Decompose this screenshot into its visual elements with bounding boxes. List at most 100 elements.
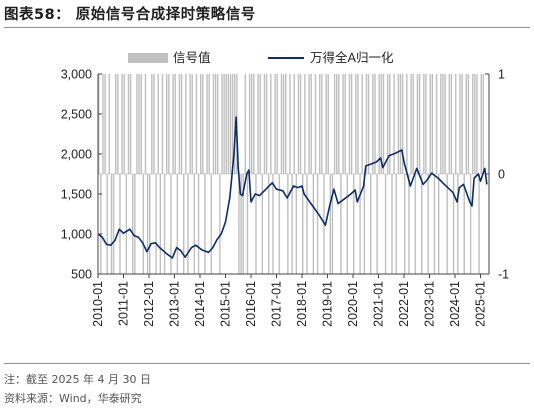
signal-bar bbox=[401, 74, 404, 174]
signal-bars bbox=[98, 74, 485, 274]
legend-index-label: 万得全A归一化 bbox=[310, 50, 394, 65]
signal-bar bbox=[367, 74, 370, 174]
signal-bar bbox=[414, 174, 417, 274]
signal-bar bbox=[161, 74, 164, 174]
signal-bar bbox=[435, 74, 438, 174]
signal-bar bbox=[138, 74, 140, 174]
signal-bar bbox=[142, 174, 145, 274]
signal-bar bbox=[183, 174, 185, 274]
signal-bar bbox=[251, 74, 253, 174]
signal-bar bbox=[344, 74, 346, 174]
source-note: 资料来源：Wind，华泰研究 bbox=[4, 392, 142, 405]
right-tick-label: 0 bbox=[498, 168, 505, 182]
signal-bar bbox=[280, 74, 283, 174]
signal-bar bbox=[134, 174, 136, 274]
signal-bar bbox=[272, 174, 274, 274]
signal-bar bbox=[187, 174, 189, 274]
signal-bar bbox=[404, 174, 406, 274]
signal-bar bbox=[117, 74, 119, 174]
signal-bar bbox=[265, 74, 268, 174]
signal-bar bbox=[98, 74, 100, 174]
x-tick-label: 2020-01 bbox=[346, 281, 360, 327]
signal-bar bbox=[287, 174, 289, 274]
signal-bar bbox=[457, 174, 459, 274]
signal-bar bbox=[423, 74, 425, 174]
signal-bar bbox=[333, 74, 336, 174]
footnote: 注：截至 2025 年 4 月 30 日 bbox=[4, 373, 151, 386]
signal-bar bbox=[406, 74, 408, 174]
signal-bar bbox=[257, 74, 259, 174]
signal-bar bbox=[110, 174, 113, 274]
signal-bar bbox=[350, 74, 353, 174]
left-tick-label: 2,000 bbox=[61, 148, 92, 162]
signal-bar bbox=[469, 174, 472, 274]
signal-bar bbox=[170, 174, 172, 274]
signal-bar bbox=[155, 174, 157, 274]
signal-bar bbox=[387, 74, 389, 174]
signal-bar bbox=[229, 74, 232, 174]
left-tick-label: 500 bbox=[71, 268, 92, 282]
signal-bar bbox=[127, 74, 130, 174]
signal-bar bbox=[359, 174, 361, 274]
signal-bar bbox=[476, 74, 478, 174]
legend-signal-label: 信号值 bbox=[173, 50, 211, 65]
signal-bar bbox=[168, 74, 170, 174]
signal-bar bbox=[234, 74, 236, 174]
signal-bar bbox=[108, 74, 111, 174]
signal-bar bbox=[157, 74, 159, 174]
signal-bar bbox=[274, 74, 276, 174]
timing-signal-chart: 500 1,000 1,500 2,000 2,500 3,000 -1 0 1 2010-01 2… bbox=[61, 50, 509, 327]
signal-bar bbox=[376, 174, 378, 274]
signal-bar bbox=[227, 74, 230, 174]
signal-bar bbox=[391, 174, 393, 274]
signal-bar bbox=[144, 74, 147, 174]
signal-bar bbox=[176, 174, 179, 274]
signal-bar bbox=[202, 74, 204, 174]
signal-bar bbox=[238, 174, 240, 274]
signal-bar bbox=[331, 174, 334, 274]
signal-bar bbox=[389, 74, 391, 174]
signal-bar bbox=[299, 74, 302, 174]
x-tick-label: 2017-01 bbox=[270, 281, 284, 327]
signal-bar bbox=[100, 174, 102, 274]
signal-bar bbox=[448, 74, 451, 174]
signal-bar bbox=[278, 174, 281, 274]
x-tick-label: 2015-01 bbox=[219, 281, 233, 327]
signal-bar bbox=[472, 74, 474, 174]
signal-bar bbox=[455, 74, 457, 174]
signal-bar bbox=[289, 74, 291, 174]
signal-bar bbox=[378, 74, 380, 174]
signal-bar bbox=[221, 74, 223, 174]
signal-bar bbox=[102, 74, 104, 174]
signal-bar bbox=[219, 174, 221, 274]
x-tick-label: 2014-01 bbox=[193, 281, 207, 327]
signal-bar bbox=[276, 74, 278, 174]
signal-bar bbox=[104, 74, 106, 174]
signal-bar bbox=[412, 74, 414, 174]
signal-bar bbox=[195, 74, 198, 174]
signal-bar bbox=[200, 74, 202, 174]
signal-bar bbox=[149, 174, 151, 274]
signal-bar bbox=[268, 174, 270, 274]
signal-bar bbox=[384, 174, 387, 274]
signal-bar bbox=[463, 174, 465, 274]
signal-bar bbox=[206, 74, 208, 174]
signal-bar bbox=[433, 174, 436, 274]
signal-bar bbox=[461, 74, 463, 174]
signal-bar bbox=[370, 174, 372, 274]
signal-bar bbox=[242, 174, 244, 274]
signal-bar bbox=[338, 74, 340, 174]
signal-bar bbox=[197, 174, 200, 274]
signal-bar bbox=[121, 74, 123, 174]
signal-bar bbox=[444, 74, 446, 174]
x-tick-label: 2016-01 bbox=[244, 281, 258, 327]
signal-bar bbox=[363, 174, 366, 274]
signal-bar bbox=[397, 74, 400, 174]
signal-bar bbox=[306, 174, 308, 274]
signal-bar bbox=[208, 74, 210, 174]
signal-bar bbox=[270, 74, 272, 174]
signal-bar bbox=[442, 74, 444, 174]
signal-bar bbox=[348, 74, 351, 174]
chart-title: 图表58： 原始信号合成择时策略信号 bbox=[4, 7, 256, 23]
signal-bar bbox=[365, 74, 368, 174]
